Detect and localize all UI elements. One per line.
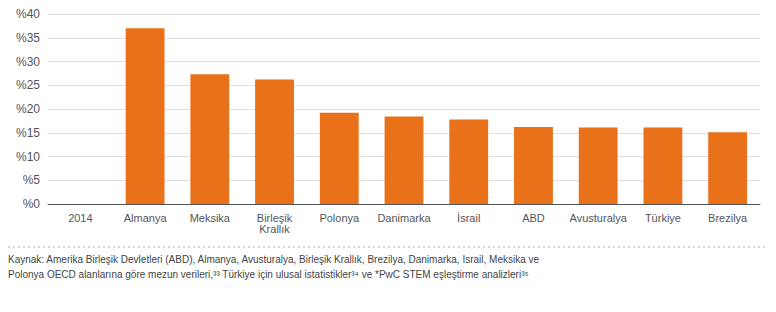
svg-text:Almanya: Almanya bbox=[124, 212, 168, 224]
svg-text:Polonya: Polonya bbox=[319, 212, 360, 224]
svg-text:ABD: ABD bbox=[522, 212, 545, 224]
svg-text:%0: %0 bbox=[23, 197, 41, 211]
svg-text:Krallık: Krallık bbox=[259, 223, 290, 235]
svg-text:Avusturalya: Avusturalya bbox=[570, 212, 628, 224]
svg-text:Birleşik: Birleşik bbox=[256, 211, 293, 224]
svg-text:%25: %25 bbox=[16, 78, 40, 92]
svg-text:Meksika: Meksika bbox=[190, 212, 231, 224]
svg-text:%40: %40 bbox=[16, 7, 40, 21]
svg-text:Polonya OECD alanlarına göre m: Polonya OECD alanlarına göre mezun veril… bbox=[8, 269, 529, 280]
svg-text:%20: %20 bbox=[16, 102, 40, 116]
svg-text:Türkiye: Türkiye bbox=[645, 212, 681, 224]
svg-text:%15: %15 bbox=[16, 126, 40, 140]
svg-text:%5: %5 bbox=[23, 173, 41, 187]
svg-text:%10: %10 bbox=[16, 150, 40, 164]
svg-text:İsrail: İsrail bbox=[457, 212, 480, 224]
svg-text:2014: 2014 bbox=[68, 212, 92, 224]
svg-text:%35: %35 bbox=[16, 31, 40, 45]
svg-text:%30: %30 bbox=[16, 55, 40, 69]
svg-text:Danimarka: Danimarka bbox=[377, 212, 431, 224]
svg-text:Brezilya: Brezilya bbox=[708, 212, 748, 224]
svg-text:Kaynak: Amerika Birleşik Devle: Kaynak: Amerika Birleşik Devletleri (ABD… bbox=[8, 254, 540, 265]
